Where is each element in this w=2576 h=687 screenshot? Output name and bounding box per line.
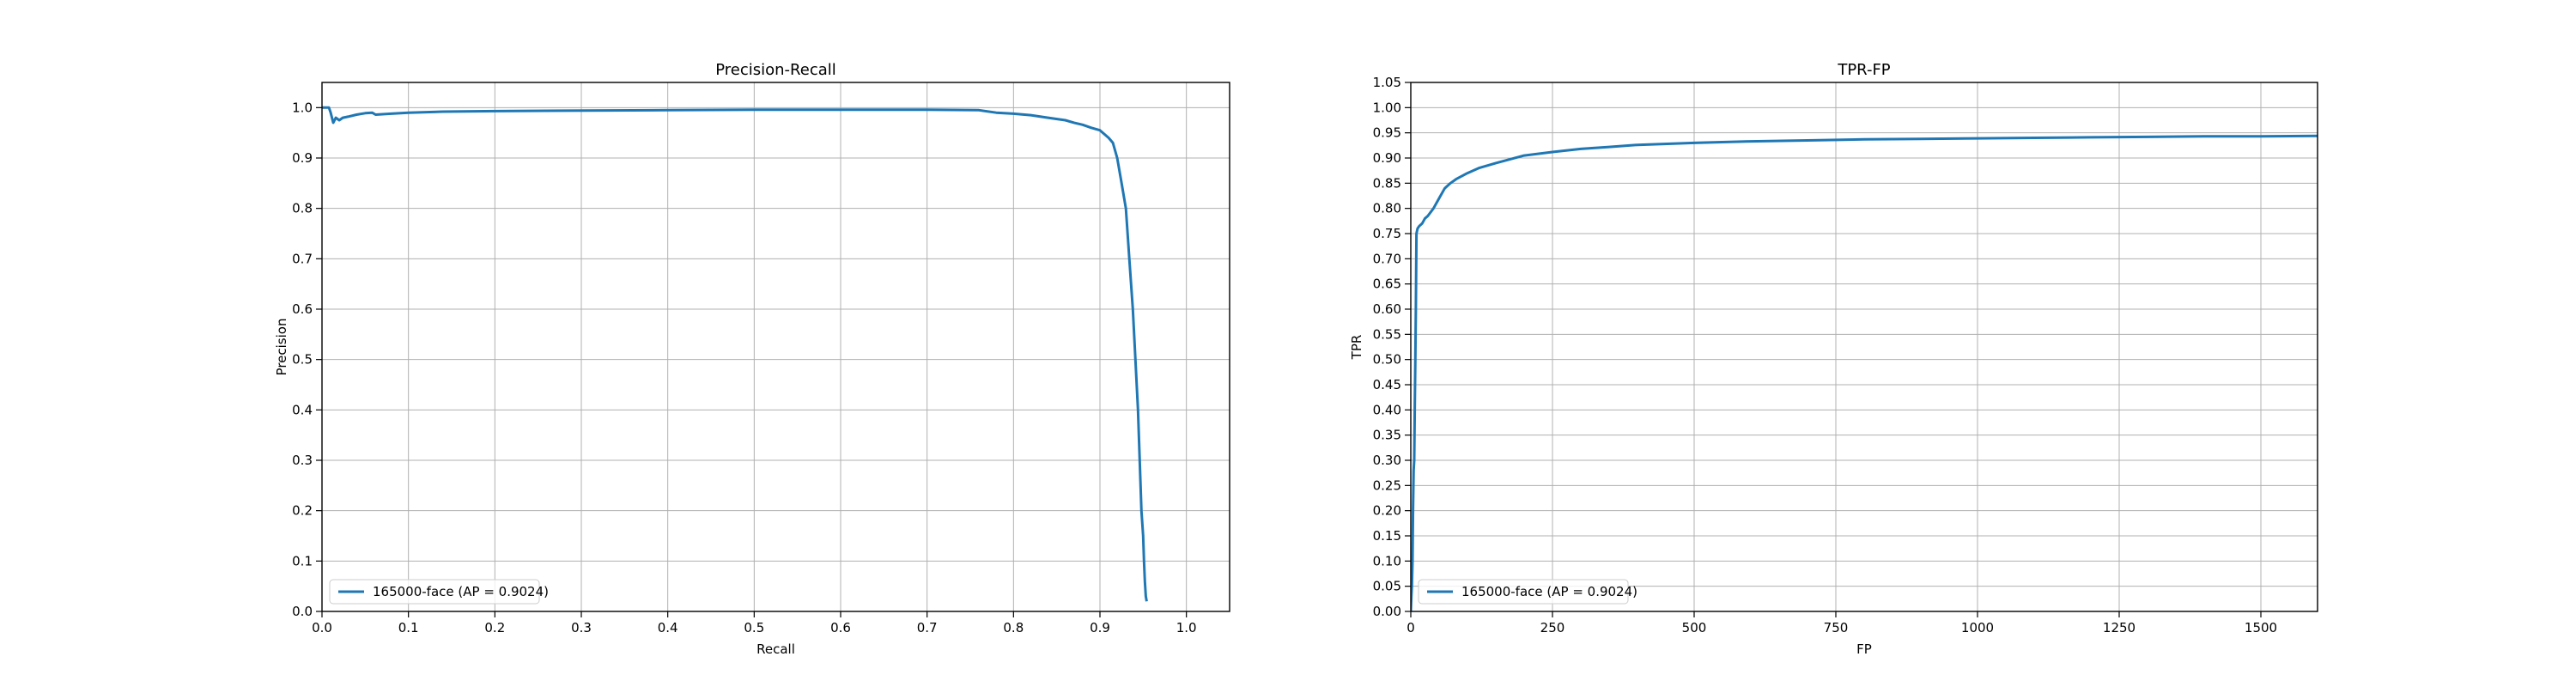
series-line [1411,134,2318,611]
y-tick-label: 0.0 [292,604,313,619]
y-tick-label: 0.40 [1373,402,1401,417]
x-axis-label: FP [1856,641,1872,657]
x-axis-label: Recall [756,641,795,657]
y-tick-label: 0.4 [292,402,313,417]
x-tick-label: 250 [1540,620,1565,635]
legend-label: 165000-face (AP = 0.9024) [373,584,549,599]
y-tick-label: 0.20 [1373,503,1401,519]
legend-label: 165000-face (AP = 0.9024) [1461,584,1637,599]
y-tick-label: 0.15 [1373,528,1401,544]
x-tick-label: 1500 [2245,620,2277,635]
y-tick-label: 0.85 [1373,175,1401,191]
x-tick-label: 1.0 [1176,620,1197,635]
y-tick-label: 0.9 [292,150,313,166]
y-tick-label: 0.95 [1373,125,1401,141]
axes-frame [1410,82,2318,612]
x-tick-label: 0.1 [398,620,419,635]
x-tick-label: 0.0 [312,620,332,635]
y-tick-label: 0.55 [1373,326,1401,342]
x-tick-label: 1250 [2103,620,2136,635]
legend-box [1418,579,1629,605]
x-tick-label: 0.5 [744,620,764,635]
y-tick-label: 0.60 [1373,301,1401,317]
y-tick-label: 0.35 [1373,428,1401,443]
x-tick-label: 0.3 [571,620,592,635]
x-tick-label: 1000 [1961,620,1994,635]
y-tick-label: 0.10 [1373,553,1401,568]
x-tick-label: 0.7 [917,620,938,635]
y-tick-label: 1.05 [1373,75,1401,90]
y-tick-label: 0.00 [1373,604,1401,619]
x-tick-label: 0.4 [658,620,678,635]
x-tick-label: 0 [1406,620,1415,635]
axes-frame [321,82,1230,612]
y-tick-label: 0.2 [292,503,313,519]
y-tick-label: 0.3 [292,453,313,468]
y-tick-label: 0.1 [292,553,313,568]
y-tick-label: 0.8 [292,201,313,216]
x-tick-label: 750 [1824,620,1849,635]
y-axis-label: Precision [274,319,289,376]
y-tick-label: 0.5 [292,352,313,368]
precision-recall-chart: 0.0 0.1 0.2 0.3 0.4 0.5 0.6 0.7 0.8 0.9 1.0 0.0 0.1 0… [274,61,1230,657]
chart-title: Precision-Recall [715,61,836,79]
legend-box [329,579,540,605]
x-tick-label: 0.8 [1003,620,1024,635]
y-tick-label: 0.50 [1373,352,1401,368]
y-tick-label: 0.65 [1373,277,1401,292]
y-tick-label: 0.6 [292,301,313,317]
y-axis-label: TPR [1349,335,1364,361]
y-tick-label: 0.25 [1373,477,1401,493]
y-tick-label: 0.05 [1373,579,1401,594]
y-tick-label: 0.80 [1373,201,1401,216]
y-tick-label: 0.30 [1373,453,1401,468]
chart-title: TPR-FP [1837,61,1890,79]
y-tick-label: 1.00 [1373,100,1401,115]
y-tick-label: 0.90 [1373,150,1401,166]
y-tick-label: 0.75 [1373,226,1401,241]
series-line [322,106,1148,602]
x-tick-label: 0.6 [830,620,851,635]
x-tick-label: 0.9 [1090,620,1110,635]
x-tick-label: 500 [1682,620,1707,635]
y-tick-label: 1.0 [292,100,313,115]
y-tick-label: 0.70 [1373,251,1401,266]
y-tick-label: 0.7 [292,251,313,266]
y-tick-label: 0.45 [1373,377,1401,392]
x-tick-label: 0.2 [484,620,505,635]
tpr-fp-chart: 0 250 500 750 1000 1250 1500 0.00 0.05 0.10 0.15 0.… [1349,61,2318,657]
